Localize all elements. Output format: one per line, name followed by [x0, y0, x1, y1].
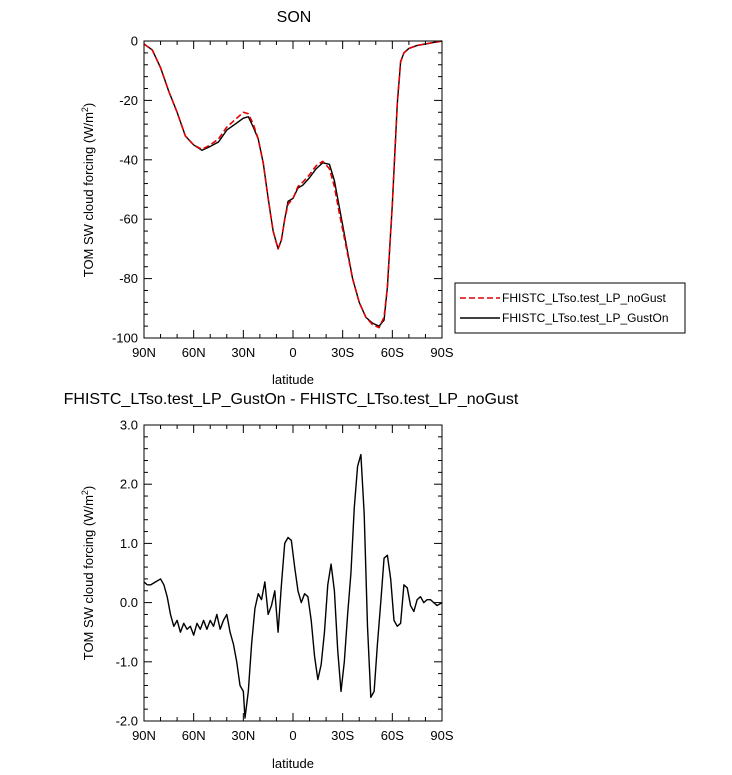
y-tick-label: -100	[112, 331, 138, 346]
x-tick-label: 60S	[381, 728, 404, 743]
x-tick-label: 60S	[381, 345, 404, 360]
bottom-plot-frame	[143, 424, 443, 722]
y-tick-label: 3.0	[120, 418, 138, 433]
bottom-panel: FHISTC_LTso.test_LP_GustOn - FHISTC_LTso…	[64, 391, 519, 771]
top-x-axis-title: latitude	[272, 372, 314, 387]
top-y-axis-title: TOM SW cloud forcing (W/m2)	[80, 103, 96, 278]
top-chart-title: SON	[277, 9, 312, 26]
x-tick-label: 30S	[331, 728, 354, 743]
series-line-1-0	[143, 453, 443, 719]
top-panel: SON 90N 60N 30N 0 30S 60S 90S 0 -20 -40 -60 -80 -100…	[80, 9, 686, 387]
x-tick-label: 90N	[132, 345, 156, 360]
y-tick-label: -2.0	[116, 714, 138, 729]
y-tick-label: 1.0	[120, 536, 138, 551]
bottom-x-axis-title: latitude	[272, 756, 314, 771]
series-line-0-1	[143, 40, 443, 327]
x-tick-label: 60N	[182, 345, 206, 360]
y-tick-label: 0	[131, 34, 138, 49]
x-tick-label: 0	[289, 728, 296, 743]
x-tick-label: 90N	[132, 728, 156, 743]
legend-box	[454, 282, 686, 334]
top-plot-frame	[143, 40, 443, 339]
x-tick-label: 90S	[430, 728, 453, 743]
x-tick-label: 90S	[430, 345, 453, 360]
legend-label-nogust: FHISTC_LTso.test_LP_noGust	[502, 291, 667, 305]
y-tick-label: -1.0	[116, 654, 138, 669]
series-line-0-0	[143, 40, 443, 329]
y-tick-label: -20	[119, 93, 138, 108]
y-tick-label: -40	[119, 152, 138, 167]
x-tick-label: 30N	[231, 345, 255, 360]
top-legend: FHISTC_LTso.test_LP_noGust FHISTC_LTso.t…	[454, 282, 686, 334]
x-tick-label: 30S	[331, 345, 354, 360]
y-tick-label: -80	[119, 271, 138, 286]
y-tick-label: 0.0	[120, 595, 138, 610]
y-tick-label: 2.0	[120, 477, 138, 492]
x-tick-label: 0	[289, 345, 296, 360]
x-tick-label: 60N	[182, 728, 206, 743]
y-tick-label: -60	[119, 212, 138, 227]
legend-label-guston: FHISTC_LTso.test_LP_GustOn	[502, 311, 669, 325]
bottom-chart-title: FHISTC_LTso.test_LP_GustOn - FHISTC_LTso…	[64, 391, 519, 408]
bottom-y-axis-title: TOM SW cloud forcing (W/m2)	[80, 486, 96, 661]
x-tick-label: 30N	[231, 728, 255, 743]
